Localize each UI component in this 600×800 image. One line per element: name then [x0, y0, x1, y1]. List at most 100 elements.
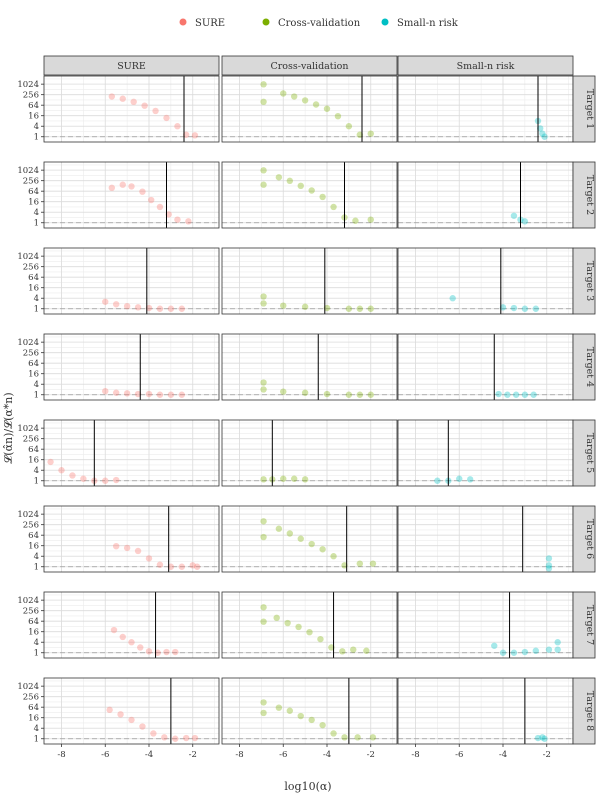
- y-tick-label: 4: [34, 294, 39, 304]
- data-point: [510, 304, 518, 312]
- data-point: [260, 300, 267, 307]
- points-group: [545, 555, 553, 572]
- panel-border: [43, 591, 220, 659]
- panel-r2-c2: [397, 247, 574, 315]
- y-tick-label: 1024: [17, 252, 39, 262]
- panel-background: [44, 248, 219, 314]
- row-strip-4: [572, 419, 596, 487]
- points-group: [112, 542, 201, 570]
- data-point: [306, 628, 313, 636]
- y-tick-label: 16: [28, 542, 39, 552]
- column-strip-label-2: Small-n risk: [457, 61, 515, 72]
- points-group: [260, 518, 377, 569]
- data-point: [534, 734, 542, 742]
- data-point: [308, 540, 315, 548]
- panel-background: [222, 248, 397, 314]
- data-point: [284, 619, 291, 627]
- data-point: [145, 390, 153, 398]
- data-point: [150, 730, 157, 737]
- y-tick-label: 4: [34, 552, 39, 562]
- data-point: [141, 102, 148, 109]
- points-group: [260, 379, 374, 398]
- data-point: [308, 187, 315, 194]
- data-point: [260, 379, 267, 386]
- data-point: [260, 293, 267, 300]
- points-group: [102, 387, 186, 398]
- data-point: [545, 562, 553, 569]
- data-point: [280, 90, 287, 97]
- data-point: [165, 211, 172, 218]
- data-point: [112, 476, 120, 484]
- data-point: [345, 391, 353, 398]
- x-tick-label: -2: [367, 750, 375, 760]
- data-point: [191, 734, 199, 742]
- points-group: [108, 93, 199, 139]
- y-tick-label: 1: [34, 133, 39, 143]
- panel-background: [398, 162, 573, 228]
- panel-background: [222, 592, 397, 658]
- data-point: [545, 555, 553, 562]
- panel-r2-c1: [221, 247, 398, 315]
- data-point: [119, 181, 126, 188]
- data-point: [145, 648, 153, 655]
- data-point: [58, 467, 65, 474]
- panel-border: [221, 333, 398, 401]
- data-point: [112, 542, 120, 550]
- data-point: [356, 560, 364, 567]
- data-point: [191, 132, 199, 139]
- data-point: [301, 303, 309, 310]
- data-point: [354, 734, 361, 741]
- panel-r3-c2: [397, 333, 574, 401]
- points-group: [108, 181, 192, 225]
- data-point: [532, 647, 540, 654]
- data-point: [499, 649, 507, 656]
- data-point: [102, 387, 109, 395]
- panel-background: [44, 162, 219, 228]
- data-point: [108, 184, 116, 192]
- data-point: [521, 305, 529, 312]
- y-tick-label: 1024: [17, 596, 39, 606]
- points-group: [260, 475, 309, 483]
- data-point: [317, 635, 324, 643]
- data-point: [275, 525, 283, 532]
- data-point: [178, 305, 186, 312]
- data-point: [434, 477, 441, 484]
- panel-background: [222, 678, 397, 744]
- row-strip-7: [572, 677, 596, 745]
- data-point: [286, 177, 294, 185]
- data-point: [334, 112, 342, 120]
- row-strip-label-2: Target 3: [584, 261, 595, 301]
- points-group: [534, 734, 548, 742]
- y-tick-label: 256: [23, 263, 39, 273]
- data-point: [297, 182, 304, 190]
- y-tick-label: 16: [28, 628, 39, 638]
- data-point: [128, 183, 135, 190]
- data-point: [280, 475, 287, 482]
- points-group: [102, 298, 186, 312]
- data-point: [363, 647, 370, 654]
- data-point: [530, 391, 537, 398]
- panel-r7-c2: -8 -6 -4 -2: [397, 677, 574, 760]
- data-point: [156, 561, 164, 568]
- data-point: [260, 533, 267, 541]
- panel-r6-c1: [221, 591, 398, 659]
- data-point: [301, 476, 309, 483]
- data-point: [491, 642, 498, 649]
- data-point: [286, 707, 294, 714]
- panel-background: [222, 420, 397, 486]
- y-tick-label: 1: [34, 735, 39, 745]
- data-point: [512, 391, 520, 398]
- data-point: [273, 614, 280, 622]
- data-point: [539, 734, 546, 741]
- panel-border: [43, 161, 220, 229]
- data-point: [152, 107, 159, 115]
- data-point: [510, 649, 518, 656]
- data-point: [356, 305, 364, 312]
- panel-border: [43, 505, 220, 573]
- row-strip-label-1: Target 2: [584, 175, 595, 215]
- panel-border: [221, 591, 398, 659]
- x-axis-title: log10(α): [284, 780, 331, 793]
- data-point: [260, 386, 267, 393]
- y-tick-label: 1024: [17, 510, 39, 520]
